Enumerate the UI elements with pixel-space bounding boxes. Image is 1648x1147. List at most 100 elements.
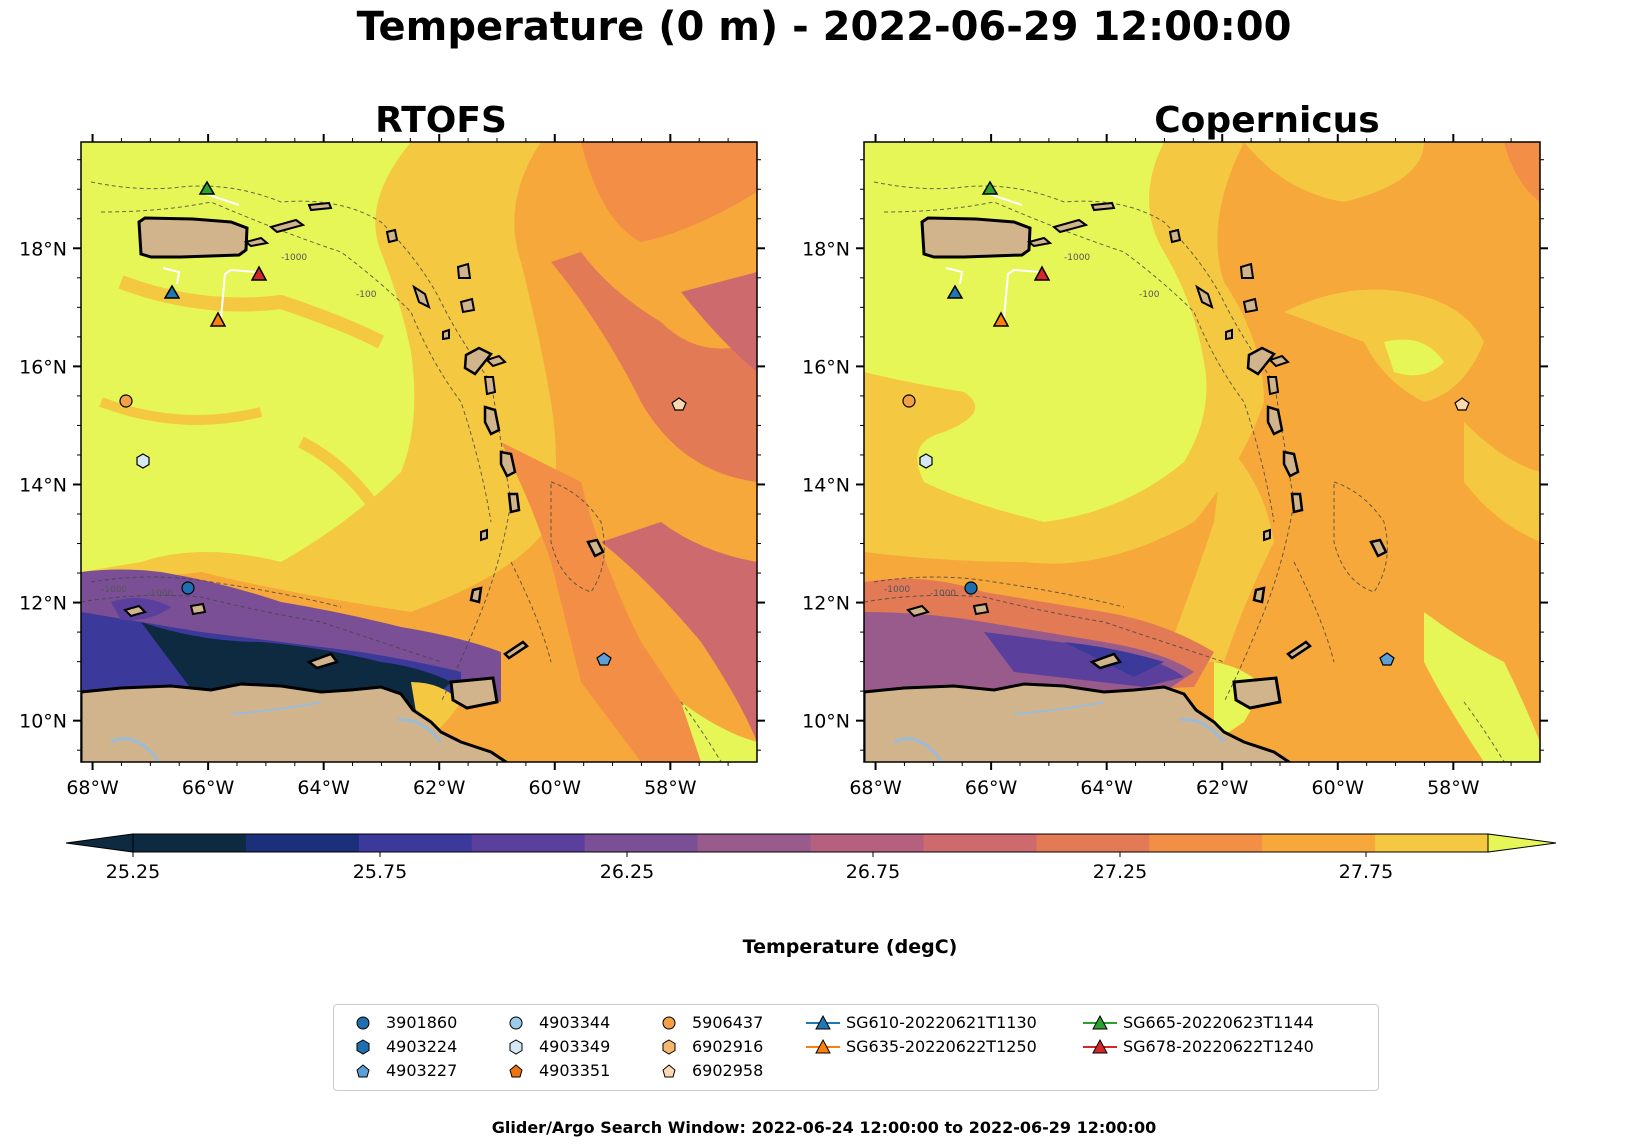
legend-label: 6902958 — [692, 1061, 764, 1080]
legend-label: 4903351 — [539, 1061, 611, 1080]
lat-tick-label: 16°N — [19, 356, 67, 378]
contour-label: -1000 — [101, 585, 127, 595]
legend-label: 4903227 — [386, 1061, 458, 1080]
argo-marker-6902958 — [671, 397, 687, 411]
lat-tick-label: 14°N — [802, 474, 850, 496]
colorbar-tick-label: 27.75 — [1339, 861, 1393, 883]
lon-tick-label: 58°W — [644, 777, 697, 799]
argo-marker-4903349 — [919, 453, 933, 469]
contour-label: -1000 — [147, 589, 173, 599]
colorbar-extend-high — [1487, 833, 1557, 853]
colorbar-tick-label: 25.25 — [106, 861, 160, 883]
figure-title: Temperature (0 m) - 2022-06-29 12:00:00 — [356, 4, 1292, 50]
glider-marker-sg665 — [198, 180, 216, 195]
contour-label: -1000 — [1064, 253, 1090, 263]
colorbar-bin — [358, 834, 473, 852]
lon-tick-label: 66°W — [965, 777, 1018, 799]
lat-tick-label: 14°N — [19, 474, 67, 496]
glider-marker-sg635 — [209, 311, 227, 327]
colorbar-label: Temperature (degC) — [742, 936, 958, 958]
argo-marker-5906437 — [119, 394, 133, 408]
colorbar-bin — [1036, 834, 1150, 852]
legend-marker-icon — [662, 1064, 676, 1078]
legend-marker-icon — [806, 1038, 840, 1054]
colorbar-bin — [697, 834, 811, 852]
colorbar-bin — [1262, 834, 1376, 852]
legend-marker-icon — [1083, 1014, 1117, 1030]
map-figure: -1000 -100 -1000 -1000 — [19, 134, 1557, 883]
lon-tick-label: 62°W — [413, 777, 466, 799]
lat-tick-label: 10°N — [802, 711, 850, 733]
colorbar-tick-label: 25.75 — [353, 861, 407, 883]
search-window-caption: Glider/Argo Search Window: 2022-06-24 12… — [491, 1118, 1157, 1137]
legend-label: 6902916 — [692, 1037, 764, 1056]
glider-marker-sg635 — [992, 311, 1010, 327]
legend-label: SG635-20220622T1250 — [846, 1037, 1037, 1056]
colorbar-bin — [1149, 834, 1263, 852]
legend-label: 5906437 — [692, 1013, 764, 1032]
lon-tick-label: 68°W — [66, 777, 119, 799]
glider-marker-sg610 — [163, 284, 181, 299]
lon-tick-label: 60°W — [529, 777, 582, 799]
legend-marker-icon — [662, 1016, 676, 1030]
panel-title-rtofs: RTOFS — [375, 100, 507, 141]
argo-marker-4903349 — [136, 453, 150, 469]
legend-marker-icon — [356, 1039, 370, 1055]
lat-tick-label: 12°N — [802, 593, 850, 615]
lon-tick-label: 64°W — [297, 777, 350, 799]
map-panel-copernicus: -1000 -100 -1000 -1000 — [863, 141, 1541, 763]
legend-marker-icon — [1083, 1038, 1117, 1054]
argo-marker-3901860 — [181, 581, 195, 595]
legend-marker-icon — [509, 1016, 523, 1030]
legend-label: 4903344 — [539, 1013, 611, 1032]
glider-marker-sg678 — [250, 265, 268, 281]
contour-label: -1000 — [281, 253, 307, 263]
glider-marker-sg678 — [1033, 265, 1051, 281]
legend-marker-icon — [509, 1064, 523, 1078]
lat-tick-label: 12°N — [19, 593, 67, 615]
colorbar-bin — [133, 834, 247, 852]
legend-label: SG610-20220621T1130 — [846, 1013, 1037, 1032]
colorbar-tick-label: 26.75 — [846, 861, 900, 883]
lon-tick-label: 62°W — [1196, 777, 1249, 799]
lon-tick-label: 66°W — [182, 777, 235, 799]
argo-marker-4903227 — [596, 652, 612, 666]
axis-layer: 68°W 66°W 64°W 62°W 60°W 58°W 18°N 16°N 14°N 12°N… — [19, 134, 1548, 799]
colorbar-bin — [810, 834, 924, 852]
legend-marker-icon — [356, 1016, 370, 1030]
legend-marker-icon — [356, 1064, 370, 1078]
lat-tick-label: 18°N — [802, 238, 850, 260]
contour-label: -100 — [356, 290, 377, 300]
legend-marker-icon — [806, 1014, 840, 1030]
colorbar-bin — [584, 834, 699, 852]
colorbar: 25.25 25.75 26.25 26.75 27.25 27.75 — [65, 833, 1557, 883]
colorbar-extend-low — [65, 833, 134, 853]
colorbar-bin — [471, 834, 586, 852]
colorbar-tick-label: 27.25 — [1093, 861, 1147, 883]
legend-label: 4903349 — [539, 1037, 611, 1056]
legend-marker-icon — [509, 1039, 523, 1055]
legend-marker-icon — [662, 1039, 676, 1055]
colorbar-bin — [245, 834, 360, 852]
lat-tick-label: 10°N — [19, 711, 67, 733]
legend: 3901860 4903224 4903227 4903344 4903349 49033… — [333, 1004, 1379, 1091]
argo-marker-3901860 — [964, 581, 978, 595]
legend-label: 3901860 — [386, 1013, 458, 1032]
glider-marker-sg610 — [946, 284, 964, 299]
lat-tick-label: 18°N — [19, 238, 67, 260]
lon-tick-label: 60°W — [1312, 777, 1365, 799]
colorbar-tick-label: 26.25 — [600, 861, 654, 883]
lon-tick-label: 58°W — [1427, 777, 1480, 799]
lon-tick-label: 68°W — [849, 777, 902, 799]
lat-tick-label: 16°N — [802, 356, 850, 378]
argo-marker-5906437 — [902, 394, 916, 408]
argo-marker-4903227 — [1379, 652, 1395, 666]
panel-title-copernicus: Copernicus — [1154, 100, 1380, 141]
glider-marker-sg665 — [981, 180, 999, 195]
contour-label: -1000 — [930, 589, 956, 599]
argo-marker-6902958 — [1454, 397, 1470, 411]
map-panel-rtofs: -1000 -100 -1000 -1000 — [80, 141, 758, 763]
legend-label: SG678-20220622T1240 — [1123, 1037, 1314, 1056]
contour-label: -100 — [1139, 290, 1160, 300]
legend-label: 4903224 — [386, 1037, 458, 1056]
